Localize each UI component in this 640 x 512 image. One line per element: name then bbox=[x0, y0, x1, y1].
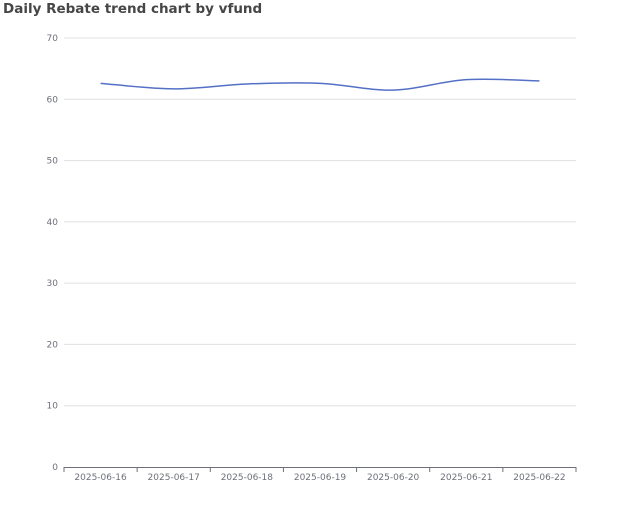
x-tick-label: 2025-06-21 bbox=[440, 473, 492, 483]
y-tick-label: 50 bbox=[47, 157, 59, 167]
y-tick-label: 30 bbox=[47, 279, 59, 289]
y-tick-label: 40 bbox=[47, 218, 59, 228]
series-lines bbox=[100, 78, 540, 91]
y-tick-label: 60 bbox=[47, 95, 59, 105]
x-tick-label: 2025-06-22 bbox=[513, 473, 565, 483]
x-tick-label: 2025-06-16 bbox=[74, 473, 127, 483]
y-tick-label: 70 bbox=[47, 34, 59, 44]
y-axis-labels: 0 10 20 30 40 50 60 70 bbox=[47, 34, 59, 473]
x-tick-label: 2025-06-19 bbox=[294, 473, 347, 483]
y-tick-label: 0 bbox=[52, 463, 58, 473]
y-tick-label: 20 bbox=[47, 340, 59, 350]
x-tick-label: 2025-06-20 bbox=[367, 473, 420, 483]
x-axis-labels: 2025-06-16 2025-06-17 2025-06-18 2025-06-19… bbox=[74, 473, 565, 483]
series-line bbox=[100, 78, 540, 91]
axes bbox=[63, 467, 577, 472]
gridlines bbox=[64, 37, 576, 407]
chart-title: Daily Rebate trend chart by vfund bbox=[3, 1, 263, 17]
x-tick-label: 2025-06-17 bbox=[148, 473, 200, 483]
y-tick-label: 10 bbox=[47, 402, 59, 412]
x-tick-label: 2025-06-18 bbox=[221, 473, 274, 483]
